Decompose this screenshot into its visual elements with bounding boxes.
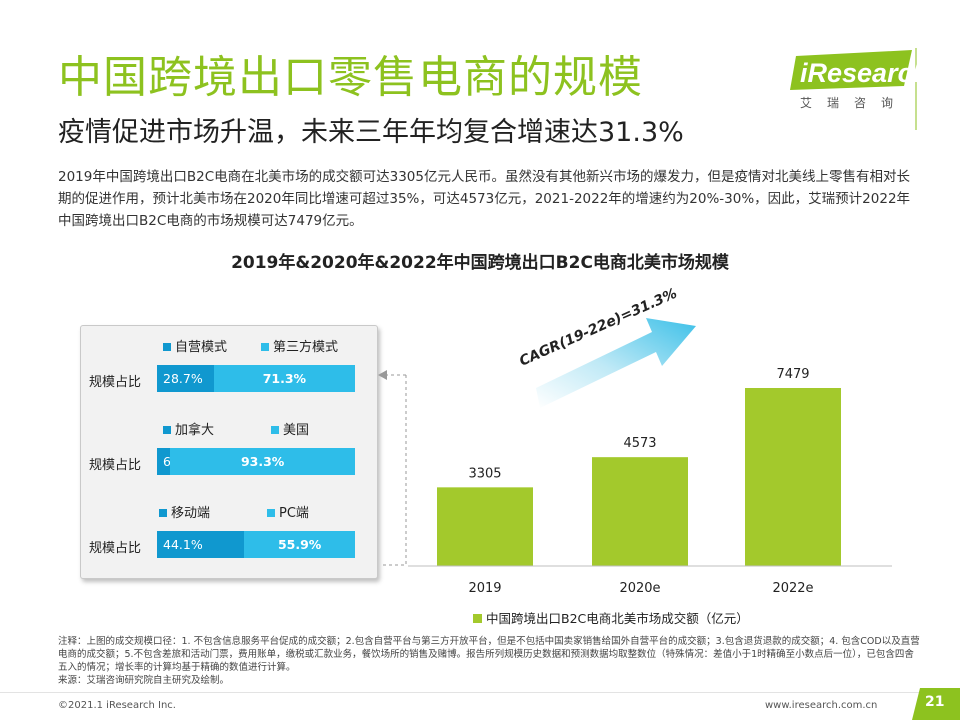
share-segment-primary: 44.1%	[157, 531, 245, 558]
legend-series-label: 中国跨境出口B2C电商北美市场成交额（亿元）	[486, 611, 749, 626]
page-title: 中国跨境出口零售电商的规模	[58, 52, 643, 103]
legend-third-party: 第三方模式	[261, 336, 338, 355]
row-label: 规模占比	[89, 541, 142, 556]
x-tick-label: 2022e	[772, 581, 813, 596]
bar-2020e	[592, 457, 688, 566]
legend-swatch	[159, 508, 167, 517]
share-value: 44.1%	[163, 537, 203, 552]
share-segment-secondary: 71.3%	[213, 365, 355, 392]
legend-swatch	[473, 614, 482, 623]
legend-label: PC端	[279, 506, 309, 521]
intro-paragraph: 2019年中国跨境出口B2C电商在北美市场的成交额可达3305亿元人民币。虽然没…	[58, 169, 911, 229]
x-tick-label: 2020e	[619, 581, 660, 596]
share-bar: 6.7% 93.3%	[157, 448, 355, 475]
share-segment-secondary: 93.3%	[170, 448, 355, 475]
logo-chinese-name: 艾瑞咨询	[800, 96, 909, 110]
share-segment-secondary: 55.9%	[244, 531, 355, 558]
legend-label: 第三方模式	[273, 340, 339, 355]
note-text: 注释：上图的成交规模口径：1. 不包含信息服务平台促成的成交额；2.包含自营平台…	[58, 636, 920, 673]
share-bar: 28.7% 71.3%	[157, 365, 355, 392]
footer-divider	[0, 692, 960, 693]
page-subtitle: 疫情促进市场升温，未来三年年均复合增速达31.3%	[58, 117, 684, 148]
market-size-chart: 3305 4573 7479 2019 2020e 2022e 中国跨境出口B2C电商北…	[408, 367, 892, 626]
share-panel: 自营模式 第三方模式 规模占比 28.7% 71.3% 加拿大 美国 规模占比 …	[80, 325, 378, 579]
logo-text: iResearch	[800, 58, 930, 88]
share-segment-primary: 28.7%	[157, 365, 214, 392]
legend-pc: PC端	[267, 502, 309, 521]
share-value: 55.9%	[277, 537, 322, 552]
iresearch-logo	[790, 48, 917, 130]
copyright: ©2021.1 iResearch Inc.	[58, 700, 176, 711]
share-value: 93.3%	[240, 454, 285, 469]
legend-swatch	[163, 425, 171, 434]
legend-label: 加拿大	[175, 423, 215, 438]
panel-connector	[378, 370, 407, 566]
bar-2022e	[745, 388, 841, 566]
legend-swatch	[261, 342, 269, 351]
page-number-badge	[912, 688, 960, 720]
page-number: 21	[925, 694, 945, 710]
chart-title: 2019年&2020年&2022年中国跨境出口B2C电商北美市场规模	[231, 253, 729, 273]
share-value: 28.7%	[163, 371, 203, 386]
website: www.iresearch.com.cn	[765, 700, 878, 711]
share-bar: 44.1% 55.9%	[157, 531, 355, 558]
legend-usa: 美国	[271, 419, 309, 438]
legend-canada: 加拿大	[163, 419, 214, 438]
x-tick-label: 2019	[468, 581, 501, 596]
row-label: 规模占比	[89, 458, 142, 473]
source-text: 来源：艾瑞咨询研究院自主研究及绘制。	[58, 675, 230, 686]
row-label: 规模占比	[89, 375, 142, 390]
legend-self-operated: 自营模式	[163, 336, 227, 355]
bar-2019	[437, 487, 533, 566]
legend-swatch	[163, 342, 171, 351]
legend-label: 移动端	[171, 506, 211, 521]
bar-value-label: 3305	[468, 466, 501, 481]
legend-swatch	[267, 508, 275, 517]
bar-value-label: 4573	[623, 436, 656, 451]
cagr-arrow: CAGR(19-22e)=31.3%	[517, 286, 696, 408]
share-value: 71.3%	[262, 371, 307, 386]
footnote: 注释：上图的成交规模口径：1. 不包含信息服务平台促成的成交额；2.包含自营平台…	[58, 635, 920, 687]
legend-swatch	[271, 425, 279, 434]
legend-label: 自营模式	[175, 340, 228, 355]
bar-value-label: 7479	[776, 367, 809, 382]
legend-label: 美国	[283, 423, 310, 438]
legend-mobile: 移动端	[159, 502, 210, 521]
share-segment-primary: 6.7%	[157, 448, 195, 475]
